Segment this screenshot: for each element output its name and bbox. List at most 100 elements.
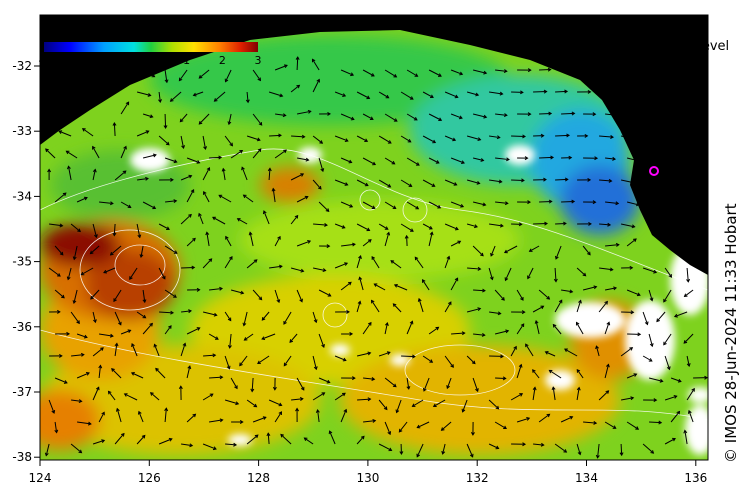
current-arrow	[384, 69, 397, 78]
current-arrow	[414, 256, 424, 269]
current-arrowhead	[569, 415, 574, 420]
current-arrowhead	[239, 420, 244, 424]
current-arrow	[605, 69, 619, 73]
y-axis-ticks: -32 -33 -34 -35 -36 -37 -38	[12, 59, 40, 464]
current-arrow	[356, 352, 371, 357]
current-arrow	[120, 101, 130, 115]
current-arrow	[510, 346, 517, 357]
current-arrowhead	[563, 221, 567, 226]
current-arrowhead	[178, 385, 183, 390]
colorbar-tick-label: -3	[39, 54, 50, 67]
current-arrow	[642, 267, 657, 273]
current-arrow	[356, 179, 369, 187]
current-arrow	[599, 91, 612, 94]
current-arrow	[406, 377, 410, 390]
current-arrowhead	[87, 421, 92, 426]
current-arrow	[663, 333, 672, 346]
y-tick-label: -33	[12, 124, 32, 138]
current-arrow	[92, 387, 100, 401]
current-arrow	[280, 434, 292, 445]
current-arrow	[312, 355, 317, 370]
current-arrowhead	[503, 425, 507, 430]
current-arrowhead	[256, 137, 261, 142]
current-arrow	[620, 179, 635, 184]
current-arrow	[340, 113, 355, 120]
current-arrowhead	[151, 73, 156, 78]
current-arrowhead	[506, 157, 510, 162]
current-arrowhead	[373, 283, 378, 287]
current-arrowhead	[587, 251, 591, 256]
current-arrowhead	[499, 91, 504, 96]
current-arrowhead	[92, 168, 97, 173]
current-arrow	[164, 245, 178, 254]
current-arrowhead	[371, 205, 376, 209]
current-arrow	[428, 232, 433, 247]
current-arrowhead	[635, 426, 640, 430]
current-arrow	[648, 377, 663, 382]
current-arrowhead	[368, 321, 372, 326]
current-arrowhead	[196, 287, 201, 292]
current-arrowhead	[521, 178, 525, 183]
current-arrowhead	[408, 183, 413, 187]
current-arrow	[228, 113, 232, 125]
current-arrow	[583, 421, 597, 424]
current-arrow	[268, 168, 271, 181]
current-arrowhead	[387, 140, 392, 144]
current-arrow	[180, 175, 192, 181]
current-arrowhead	[502, 376, 507, 381]
current-arrowhead	[395, 409, 400, 414]
current-arrowhead	[198, 74, 203, 79]
current-arrowhead	[352, 242, 356, 247]
current-arrow	[362, 113, 374, 120]
current-arrowhead	[441, 450, 446, 455]
current-arrow	[209, 287, 223, 291]
current-arrow	[417, 421, 430, 429]
current-arrowhead	[546, 413, 551, 418]
current-arrow	[203, 191, 210, 203]
current-arrowhead	[409, 320, 414, 325]
current-arrow	[466, 355, 476, 364]
current-arrow	[656, 311, 666, 322]
current-arrowhead	[631, 180, 635, 185]
current-arrow	[450, 240, 461, 247]
current-arrowhead	[366, 227, 371, 232]
current-arrow	[154, 344, 160, 357]
current-arrowhead	[505, 329, 510, 334]
current-arrow	[683, 333, 694, 344]
current-arrowhead	[587, 177, 592, 182]
current-arrow	[296, 196, 309, 203]
current-arrowhead	[372, 418, 377, 423]
current-arrowhead	[147, 93, 152, 97]
colorbar-tick-label: 3	[255, 54, 262, 67]
current-arrow	[54, 245, 64, 256]
current-arrowhead	[413, 116, 418, 121]
current-arrowhead	[587, 89, 592, 94]
current-arrowhead	[435, 160, 440, 164]
current-arrowhead	[47, 168, 52, 173]
current-arrow	[444, 179, 457, 186]
current-arrow	[225, 443, 237, 446]
current-arrow	[605, 201, 619, 205]
current-arrow	[150, 392, 160, 401]
current-arrowhead	[253, 259, 258, 263]
current-arrowhead	[262, 416, 267, 420]
current-arrow	[186, 413, 196, 423]
current-arrowhead	[637, 158, 642, 163]
current-arrow	[505, 267, 512, 281]
current-arrow	[76, 197, 88, 203]
current-arrow	[444, 355, 454, 368]
current-arrow	[489, 311, 501, 315]
current-arrow	[539, 200, 552, 203]
current-arrowhead	[495, 405, 500, 410]
current-arrow	[400, 179, 412, 187]
current-arrowhead	[540, 305, 545, 310]
current-arrow	[648, 333, 653, 347]
current-arrow	[428, 113, 442, 121]
current-arrowhead	[299, 397, 304, 401]
current-arrowhead	[469, 453, 474, 458]
current-arrow	[290, 85, 300, 93]
current-arrow	[686, 388, 695, 401]
current-arrowhead	[170, 310, 175, 315]
current-arrowhead	[40, 125, 44, 130]
current-arrowhead	[161, 275, 166, 280]
